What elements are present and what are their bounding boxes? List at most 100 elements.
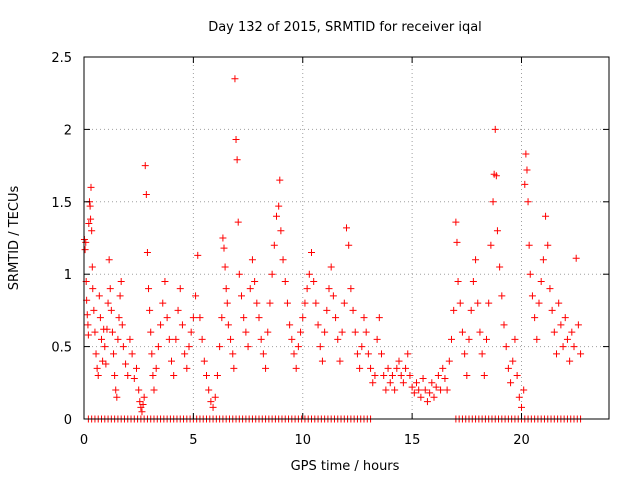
data-point	[316, 343, 324, 351]
data-point	[143, 248, 151, 256]
data-point	[157, 321, 165, 329]
data-point	[456, 299, 464, 307]
data-point	[303, 285, 311, 293]
data-point	[104, 299, 112, 307]
data-point	[113, 393, 121, 401]
data-point	[498, 292, 506, 300]
data-point	[329, 292, 337, 300]
data-point	[234, 218, 242, 226]
data-point	[525, 241, 533, 249]
data-point	[122, 360, 130, 368]
data-point	[378, 350, 385, 358]
data-point	[220, 244, 228, 252]
data-point	[290, 350, 298, 358]
x-tick-label: 5	[189, 433, 197, 448]
y-tick-label: 1.5	[51, 196, 72, 211]
data-point	[489, 198, 497, 206]
data-point	[321, 328, 329, 336]
data-point	[279, 256, 287, 264]
data-point	[163, 314, 171, 322]
data-point	[314, 321, 322, 329]
data-point	[297, 328, 305, 336]
data-point	[402, 364, 410, 372]
data-point	[92, 350, 100, 358]
data-point	[445, 357, 453, 365]
data-point	[467, 306, 475, 314]
data-point	[338, 328, 346, 336]
data-point	[91, 328, 99, 336]
data-point	[327, 263, 335, 271]
data-point	[170, 372, 178, 380]
data-point	[90, 306, 98, 314]
data-point	[397, 372, 405, 380]
data-point	[98, 335, 105, 343]
data-point	[570, 343, 578, 351]
data-point	[410, 389, 418, 397]
y-tick-label: 1	[64, 268, 72, 283]
data-point	[557, 321, 565, 329]
data-point	[118, 321, 126, 329]
data-point	[281, 277, 289, 285]
data-point	[417, 393, 425, 401]
data-point	[276, 176, 284, 184]
x-tick-label: 15	[404, 433, 421, 448]
data-point	[230, 364, 238, 372]
data-point	[461, 350, 469, 358]
data-point	[94, 372, 102, 380]
data-point	[89, 285, 97, 293]
data-point	[382, 386, 390, 394]
data-point	[244, 343, 252, 351]
data-point	[102, 360, 110, 368]
data-point	[493, 227, 501, 235]
data-point	[454, 277, 462, 285]
data-point	[483, 335, 490, 343]
data-point	[347, 285, 355, 293]
data-point	[185, 343, 193, 351]
data-point	[99, 357, 107, 365]
data-point	[255, 314, 263, 322]
data-point	[521, 180, 529, 188]
data-point	[108, 328, 116, 336]
data-point	[343, 224, 350, 232]
data-point	[203, 372, 210, 380]
data-point	[148, 350, 156, 358]
data-point	[103, 325, 111, 333]
data-point	[458, 328, 466, 336]
data-point	[518, 403, 525, 411]
data-point	[248, 256, 256, 264]
data-point	[367, 364, 375, 372]
data-point	[533, 335, 541, 343]
data-point	[404, 350, 412, 358]
data-point	[465, 335, 473, 343]
data-point	[233, 156, 241, 164]
data-point	[373, 335, 381, 343]
y-tick-label: 0	[64, 413, 72, 428]
data-point	[369, 379, 377, 387]
data-point	[515, 393, 523, 401]
data-point	[106, 285, 114, 293]
data-point	[491, 125, 499, 133]
data-point	[266, 299, 274, 307]
data-point	[128, 350, 136, 358]
data-point	[548, 306, 556, 314]
data-point	[152, 364, 160, 372]
data-point	[472, 256, 480, 264]
data-point	[146, 306, 154, 314]
data-point	[360, 314, 368, 322]
data-point	[375, 314, 383, 322]
data-point	[371, 372, 379, 380]
x-tick-label: 0	[80, 433, 88, 448]
data-point	[174, 306, 182, 314]
data-point	[380, 372, 388, 380]
data-point	[535, 299, 543, 307]
data-point	[391, 386, 399, 394]
data-point	[114, 335, 122, 343]
data-point	[211, 393, 219, 401]
data-point	[205, 386, 213, 394]
data-point	[111, 372, 119, 380]
data-point	[277, 227, 285, 235]
data-point	[273, 212, 280, 220]
data-points	[80, 75, 585, 423]
data-point	[294, 343, 302, 351]
